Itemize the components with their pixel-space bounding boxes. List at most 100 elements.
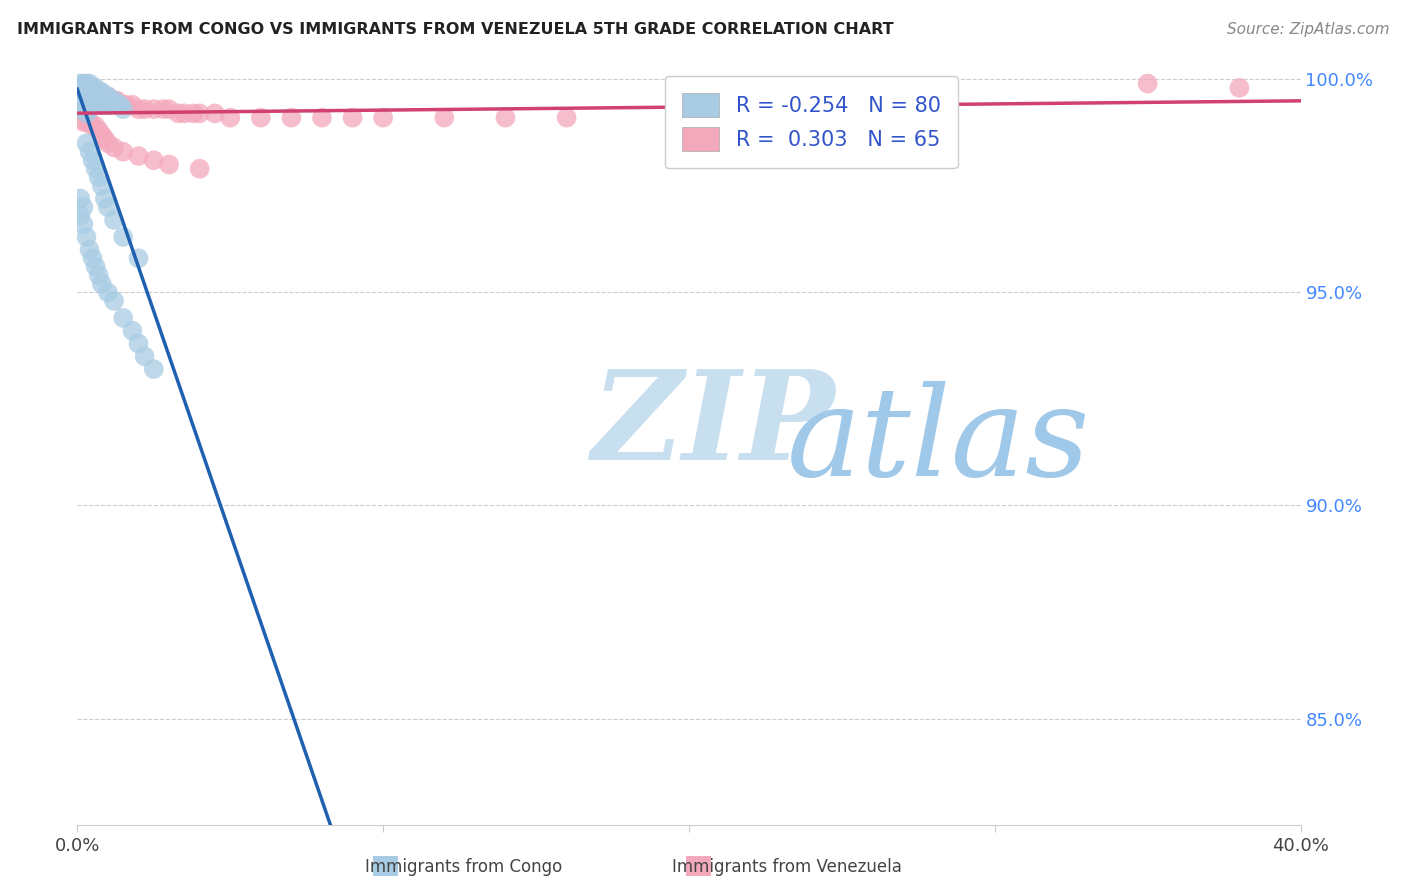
- Point: [76, 102, 98, 116]
- Point: [121, 324, 143, 338]
- Point: [371, 111, 394, 125]
- Point: [79, 94, 101, 108]
- Point: [79, 77, 101, 91]
- Point: [87, 89, 110, 103]
- Point: [79, 115, 101, 129]
- Point: [157, 102, 180, 116]
- Point: [82, 89, 104, 103]
- Point: [134, 349, 156, 363]
- Point: [90, 277, 112, 291]
- Point: [121, 98, 143, 112]
- Bar: [373, 856, 398, 876]
- Point: [103, 94, 125, 108]
- Point: [82, 98, 104, 112]
- Point: [105, 98, 128, 112]
- Point: [84, 260, 107, 274]
- Point: [100, 94, 122, 108]
- Point: [142, 153, 165, 168]
- Point: [188, 106, 211, 120]
- Point: [82, 153, 104, 168]
- Point: [173, 106, 195, 120]
- Text: ZIP: ZIP: [591, 366, 835, 487]
- Point: [433, 111, 456, 125]
- Point: [76, 230, 98, 244]
- Point: [84, 119, 107, 133]
- Point: [87, 170, 110, 185]
- Point: [311, 111, 333, 125]
- Point: [82, 85, 104, 99]
- Point: [72, 85, 94, 99]
- Point: [84, 161, 107, 176]
- Point: [87, 123, 110, 137]
- Point: [79, 89, 101, 103]
- Point: [115, 98, 138, 112]
- Point: [94, 89, 117, 103]
- Point: [87, 85, 110, 99]
- Point: [76, 115, 98, 129]
- Point: [342, 111, 364, 125]
- Point: [112, 98, 135, 112]
- Point: [69, 80, 91, 95]
- Point: [72, 80, 94, 95]
- Point: [127, 149, 149, 163]
- Point: [69, 94, 91, 108]
- Point: [90, 98, 112, 112]
- Point: [152, 102, 174, 116]
- Point: [90, 85, 112, 99]
- Point: [82, 252, 104, 266]
- Text: Source: ZipAtlas.com: Source: ZipAtlas.com: [1226, 22, 1389, 37]
- Point: [79, 89, 101, 103]
- Point: [1229, 80, 1251, 95]
- Point: [108, 98, 131, 112]
- Point: [1136, 77, 1159, 91]
- Point: [105, 94, 128, 108]
- Point: [69, 77, 91, 91]
- Point: [127, 252, 149, 266]
- Point: [72, 89, 94, 103]
- Point: [495, 111, 517, 125]
- Point: [97, 89, 120, 103]
- Point: [103, 293, 125, 308]
- Point: [87, 98, 110, 112]
- Point: [97, 285, 120, 300]
- Point: [72, 115, 94, 129]
- Point: [76, 85, 98, 99]
- Point: [127, 102, 149, 116]
- Point: [84, 94, 107, 108]
- Point: [183, 106, 205, 120]
- Text: Immigrants from Venezuela: Immigrants from Venezuela: [672, 858, 903, 876]
- Point: [72, 77, 94, 91]
- Point: [76, 85, 98, 99]
- Point: [87, 85, 110, 99]
- Point: [103, 140, 125, 154]
- Point: [134, 102, 156, 116]
- Point: [97, 98, 120, 112]
- Point: [79, 145, 101, 159]
- Point: [76, 106, 98, 120]
- Legend: R = -0.254   N = 80, R =  0.303   N = 65: R = -0.254 N = 80, R = 0.303 N = 65: [665, 76, 957, 168]
- Point: [97, 98, 120, 112]
- Point: [250, 111, 273, 125]
- Point: [69, 85, 91, 99]
- Point: [82, 80, 104, 95]
- Point: [112, 230, 135, 244]
- Point: [76, 77, 98, 91]
- Point: [157, 157, 180, 171]
- Point: [69, 89, 91, 103]
- Point: [76, 80, 98, 95]
- Point: [76, 80, 98, 95]
- Point: [97, 200, 120, 214]
- Point: [72, 217, 94, 231]
- Point: [76, 98, 98, 112]
- Point: [84, 94, 107, 108]
- Point: [108, 98, 131, 112]
- Point: [90, 89, 112, 103]
- Point: [79, 102, 101, 116]
- Point: [90, 128, 112, 142]
- Point: [72, 200, 94, 214]
- Point: [84, 98, 107, 112]
- Point: [82, 89, 104, 103]
- Bar: [686, 856, 711, 876]
- Point: [94, 98, 117, 112]
- Point: [79, 80, 101, 95]
